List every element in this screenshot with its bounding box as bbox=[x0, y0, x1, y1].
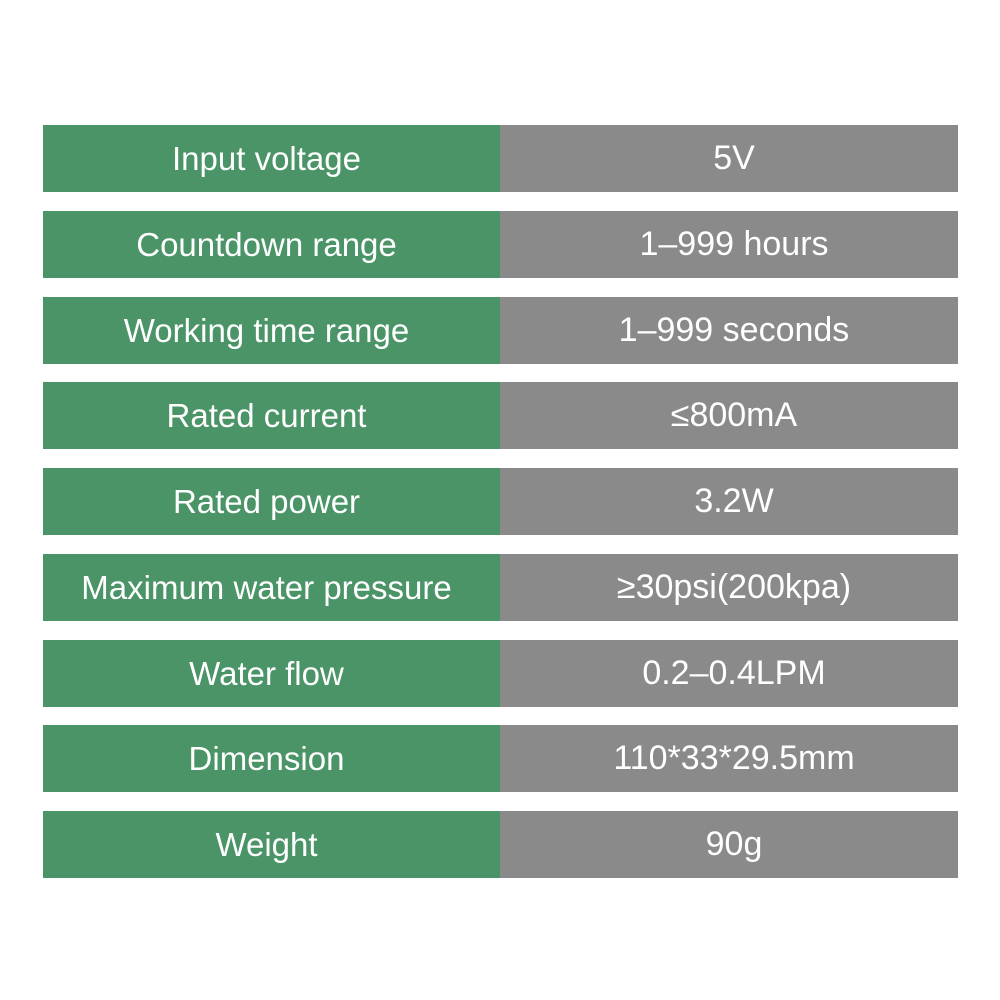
spec-row: Dimension 110*33*29.5mm bbox=[43, 725, 958, 792]
spec-label: Dimension bbox=[43, 725, 500, 792]
spec-row: Working time range 1–999 seconds bbox=[43, 297, 958, 364]
spec-row: Rated current ≤800mA bbox=[43, 382, 958, 449]
spec-row: Input voltage 5V bbox=[43, 125, 958, 192]
spec-label: Input voltage bbox=[43, 125, 500, 192]
spec-row: Countdown range 1–999 hours bbox=[43, 211, 958, 278]
spec-value: 110*33*29.5mm bbox=[500, 725, 958, 792]
spec-label: Water flow bbox=[43, 640, 500, 707]
spec-label: Rated power bbox=[43, 468, 500, 535]
spec-row: Rated power 3.2W bbox=[43, 468, 958, 535]
spec-label: Rated current bbox=[43, 382, 500, 449]
spec-value: ≥30psi(200kpa) bbox=[500, 554, 958, 621]
spec-row: Maximum water pressure ≥30psi(200kpa) bbox=[43, 554, 958, 621]
spec-value: 90g bbox=[500, 811, 958, 878]
spec-row: Water flow 0.2–0.4LPM bbox=[43, 640, 958, 707]
spec-value: 3.2W bbox=[500, 468, 958, 535]
spec-value: 5V bbox=[500, 125, 958, 192]
spec-row: Weight 90g bbox=[43, 811, 958, 878]
spec-label: Weight bbox=[43, 811, 500, 878]
spec-label: Working time range bbox=[43, 297, 500, 364]
spec-value: 1–999 seconds bbox=[500, 297, 958, 364]
spec-value: ≤800mA bbox=[500, 382, 958, 449]
spec-label: Maximum water pressure bbox=[43, 554, 500, 621]
spec-value: 0.2–0.4LPM bbox=[500, 640, 958, 707]
spec-value: 1–999 hours bbox=[500, 211, 958, 278]
spec-label: Countdown range bbox=[43, 211, 500, 278]
